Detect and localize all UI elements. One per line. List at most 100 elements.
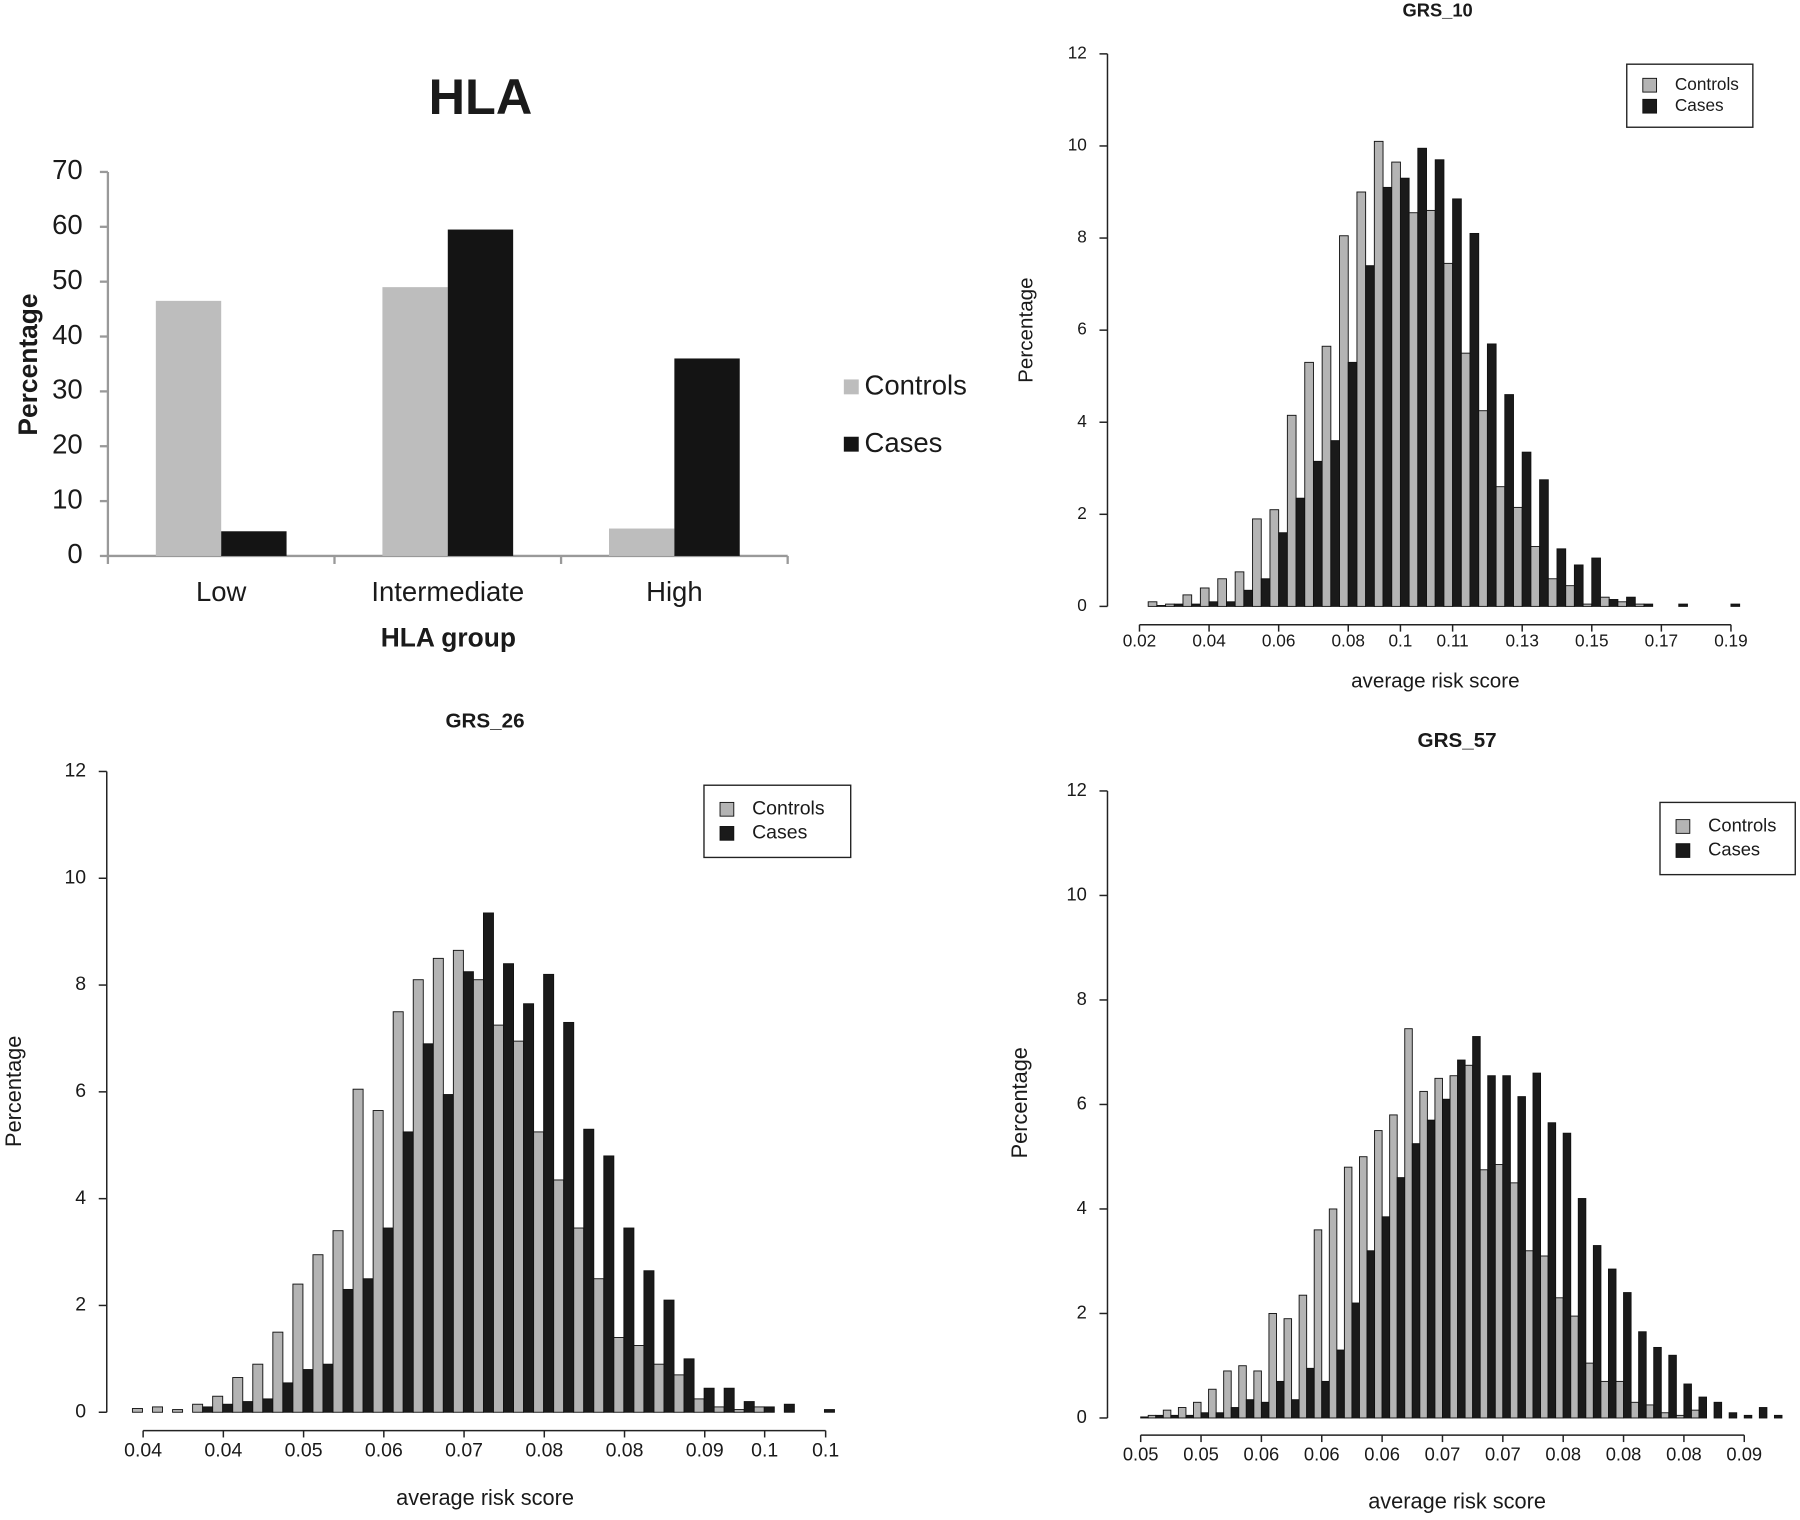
- histogram-bar: [1521, 451, 1532, 607]
- histogram-bar: [523, 1003, 535, 1413]
- histogram-bar: [1743, 1414, 1753, 1419]
- histogram-bar: [432, 957, 444, 1413]
- histogram-bar: [1502, 1075, 1511, 1419]
- histogram-bar: [272, 1331, 284, 1413]
- y-tick-label: 10: [52, 483, 83, 514]
- x-tick-label: 0.08: [1666, 1444, 1702, 1465]
- histogram-bar: [362, 1278, 374, 1413]
- histogram-bar: [1359, 1156, 1368, 1419]
- histogram-bar: [1460, 352, 1471, 607]
- histogram-bar: [1638, 1331, 1647, 1419]
- histogram-bar: [1660, 1412, 1670, 1419]
- histogram-bar: [1417, 147, 1427, 607]
- histogram-bar: [1321, 345, 1332, 607]
- histogram-bar: [1408, 212, 1419, 607]
- histogram-bar: [1426, 209, 1436, 607]
- histogram-bar: [1617, 601, 1628, 607]
- histogram-bar: [1191, 603, 1201, 607]
- x-axis-label: HLA group: [381, 623, 516, 653]
- bar: [155, 300, 222, 556]
- y-tick-label: 10: [1066, 883, 1086, 904]
- histogram-bar: [482, 912, 494, 1413]
- histogram-bar: [302, 1369, 314, 1413]
- histogram-bar: [1479, 1169, 1489, 1419]
- histogram-bar: [1269, 509, 1280, 607]
- histogram-bar: [1758, 1407, 1768, 1419]
- histogram-bar: [1600, 596, 1610, 607]
- histogram-bar: [1607, 1268, 1617, 1419]
- x-tick-label: 0.08: [525, 1439, 563, 1461]
- histogram-bar: [1634, 603, 1645, 607]
- x-tick-label: 0.07: [445, 1439, 483, 1461]
- histogram-bar: [352, 1088, 364, 1413]
- y-tick-label: 2: [1077, 1301, 1087, 1322]
- histogram-bar: [1252, 518, 1262, 607]
- histogram-bar: [382, 1227, 394, 1413]
- histogram-bar: [603, 1155, 615, 1413]
- histogram-bar: [743, 1401, 755, 1413]
- x-tick-label: Intermediate: [371, 576, 524, 607]
- histogram-bar: [1547, 578, 1558, 607]
- histogram-bar: [1698, 1396, 1707, 1419]
- x-axis-label: average risk score: [396, 1485, 574, 1510]
- y-tick-label: 6: [1077, 319, 1087, 339]
- histogram-bar: [1585, 1362, 1594, 1419]
- legend-box: [1626, 63, 1754, 128]
- histogram-bar: [1630, 1401, 1640, 1419]
- histogram-bar: [1513, 506, 1523, 607]
- histogram-bar: [1443, 262, 1454, 607]
- y-tick-label: 10: [1068, 135, 1087, 155]
- bar: [674, 358, 740, 556]
- histogram-bar: [472, 979, 484, 1413]
- histogram-bar: [1690, 1409, 1700, 1419]
- x-tick-label: 0.06: [365, 1439, 403, 1461]
- histogram-bar: [763, 1406, 775, 1413]
- legend-label: Controls: [752, 797, 825, 819]
- x-tick-label: Low: [196, 576, 247, 607]
- histogram-bar: [1773, 1414, 1783, 1419]
- y-tick-label: 30: [52, 374, 83, 405]
- histogram-bar: [1365, 265, 1375, 607]
- histogram-bar: [1226, 601, 1236, 607]
- histogram-bar: [1321, 1380, 1330, 1419]
- histogram-bar: [1399, 177, 1410, 607]
- histogram-bar: [312, 1254, 324, 1413]
- histogram-bar: [1165, 603, 1175, 607]
- histogram-bar: [1530, 546, 1541, 607]
- histogram-bar: [1540, 1255, 1549, 1419]
- histogram-bar: [733, 1409, 745, 1413]
- histogram-bar: [232, 1377, 244, 1413]
- x-tick-label: 0.04: [204, 1439, 242, 1461]
- histogram-bar: [1155, 1414, 1164, 1419]
- legend-swatch: [843, 436, 859, 452]
- legend-swatch: [1675, 819, 1691, 834]
- histogram-bar: [1291, 1399, 1300, 1419]
- histogram-bar: [1182, 594, 1193, 607]
- histogram-bar: [1243, 589, 1254, 607]
- y-tick-label: 0: [1077, 595, 1087, 615]
- x-tick-label: 0.08: [1606, 1444, 1642, 1465]
- histogram-bar: [1434, 1077, 1443, 1419]
- x-tick-label: 0.05: [1123, 1444, 1159, 1465]
- histogram-bar: [1565, 585, 1575, 607]
- y-tick-label: 50: [52, 264, 83, 295]
- histogram-bar: [1426, 1119, 1436, 1419]
- histogram-bar: [412, 979, 424, 1413]
- histogram-bar: [1555, 1297, 1564, 1419]
- histogram-bar: [1147, 601, 1158, 607]
- histogram-bar: [282, 1382, 294, 1413]
- y-tick-label: 70: [52, 154, 83, 185]
- histogram-bar: [1464, 1064, 1474, 1419]
- legend-label: Cases: [864, 427, 942, 458]
- legend-swatch: [719, 826, 735, 841]
- x-tick-label: 0.1: [751, 1439, 778, 1461]
- histogram-bar: [783, 1403, 795, 1413]
- x-tick-label: 0.17: [1645, 630, 1678, 650]
- histogram-bar: [1487, 1075, 1496, 1419]
- y-axis-label: Percentage: [1015, 277, 1038, 383]
- y-tick-label: 10: [64, 866, 86, 888]
- histogram-bar: [623, 1227, 635, 1413]
- x-tick-label: 0.19: [1714, 630, 1747, 650]
- x-tick-label: 0.06: [1304, 1444, 1340, 1465]
- x-tick-label: 0.06: [1244, 1444, 1280, 1465]
